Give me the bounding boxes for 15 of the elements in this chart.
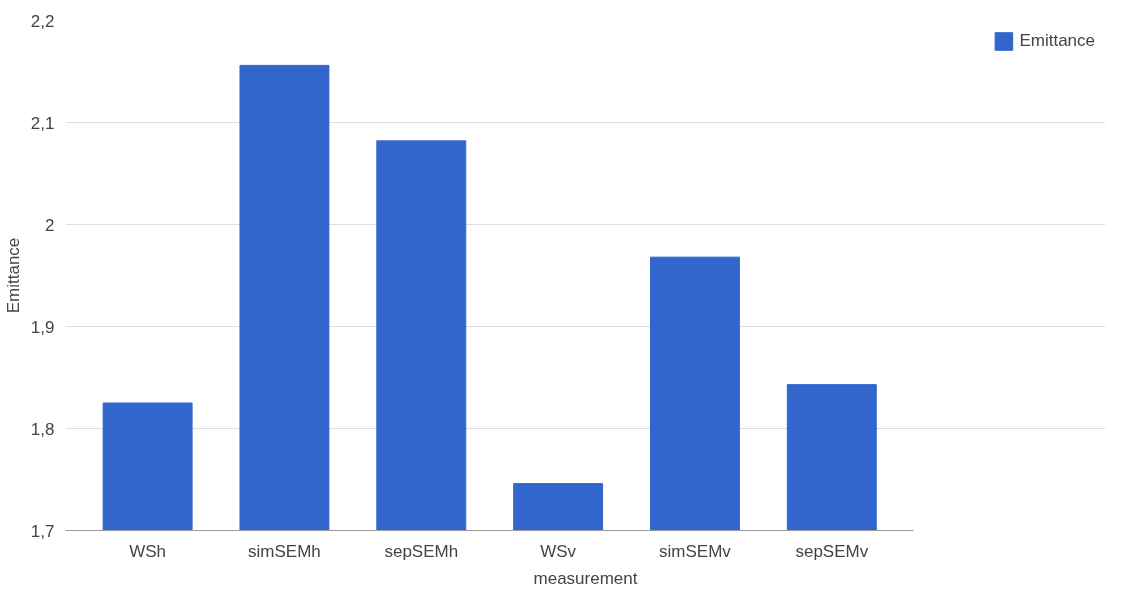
x-tick-label: WSv (540, 541, 577, 561)
legend-label: Emittance (1019, 31, 1095, 51)
x-tick-label: simSEMh (248, 541, 321, 561)
y-tick-label: 2,2 (30, 11, 55, 31)
x-tick-label: sepSEMh (384, 541, 459, 561)
y-tick-label: 2 (45, 215, 55, 235)
x-tick-label: WSh (129, 541, 167, 561)
y-tick-label: 1,7 (30, 521, 55, 541)
x-axis-title: measurement (533, 568, 638, 588)
y-tick-label: 1,8 (30, 419, 55, 439)
x-tick-label: sepSEMv (795, 541, 869, 561)
y-tick-label: 1,9 (30, 317, 55, 337)
x-tick-label: simSEMv (659, 541, 732, 561)
y-axis-title: Emittance (3, 237, 23, 314)
y-tick-label: 2,1 (30, 113, 55, 133)
